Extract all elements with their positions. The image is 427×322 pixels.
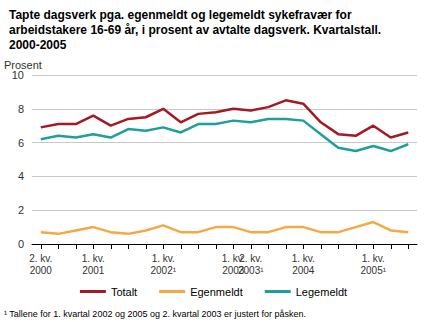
svg-text:2004: 2004 [292, 265, 315, 276]
svg-text:2003¹: 2003¹ [238, 265, 264, 276]
svg-text:2000-2005: 2000-2005 [9, 38, 67, 52]
svg-text:2000: 2000 [30, 265, 53, 276]
svg-text:2001: 2001 [82, 265, 105, 276]
svg-text:8: 8 [18, 103, 24, 115]
svg-text:¹ Tallene for 1. kvartal 2002: ¹ Tallene for 1. kvartal 2002 og 2005 og… [4, 309, 306, 319]
svg-text:2: 2 [18, 204, 24, 216]
svg-text:1. kv.: 1. kv. [152, 253, 175, 264]
svg-text:Legemeldt: Legemeldt [296, 286, 347, 298]
svg-text:4: 4 [18, 170, 24, 182]
svg-text:2003: 2003 [222, 264, 245, 276]
svg-text:Egenmeldt: Egenmeldt [190, 286, 243, 298]
svg-text:1. kv.: 1. kv. [82, 253, 105, 264]
svg-text:0: 0 [18, 238, 24, 250]
svg-text:1. kv.: 1. kv. [221, 252, 245, 264]
svg-text:10: 10 [12, 69, 24, 81]
svg-text:arbeidstakere 16-69 år, i pros: arbeidstakere 16-69 år, i prosent av avt… [9, 23, 385, 37]
svg-text:Prosent: Prosent [4, 58, 42, 71]
svg-text:2002¹: 2002¹ [150, 265, 176, 276]
svg-text:2. kv.: 2. kv. [239, 253, 262, 264]
svg-text:Tapte dagsverk pga. egenmeldt: Tapte dagsverk pga. egenmeldt og legemel… [9, 8, 355, 22]
svg-text:1. kv.: 1. kv. [362, 253, 385, 264]
svg-text:2005¹: 2005¹ [360, 265, 386, 276]
svg-text:6: 6 [18, 137, 24, 149]
svg-text:Totalt: Totalt [111, 286, 137, 298]
svg-text:1. kv.: 1. kv. [292, 253, 315, 264]
svg-text:2. kv.: 2. kv. [29, 253, 52, 264]
